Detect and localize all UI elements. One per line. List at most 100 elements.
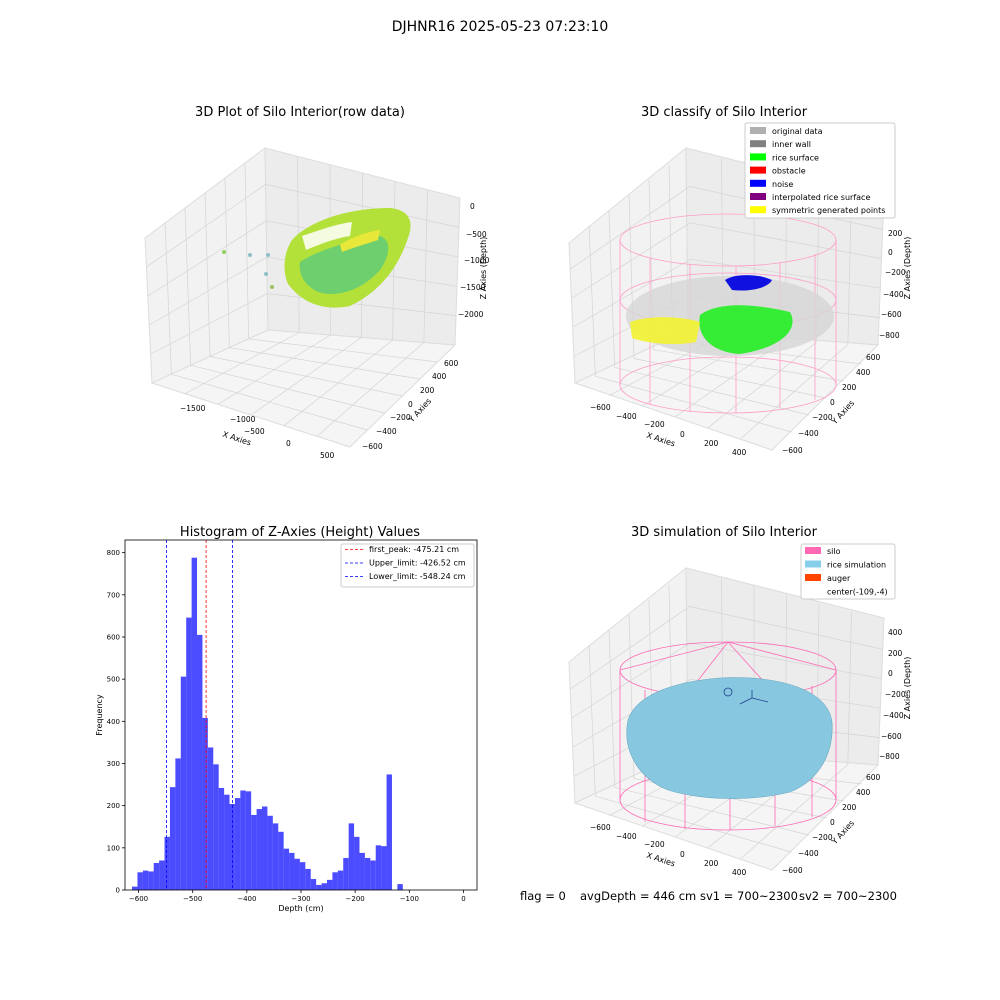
histogram-bar bbox=[251, 814, 257, 890]
raw-outlier bbox=[266, 253, 270, 257]
histogram-bar bbox=[359, 852, 365, 890]
raw-y-tick: 600 bbox=[444, 359, 459, 368]
histogram-bar bbox=[159, 860, 165, 890]
simulation-legend-box bbox=[800, 543, 896, 600]
gridline bbox=[740, 344, 849, 439]
simulation-y-tick: −400 bbox=[798, 849, 819, 858]
legend-swatch bbox=[750, 140, 766, 148]
raw-outlier bbox=[222, 250, 226, 254]
simulation-x-axis-label: X Axies bbox=[645, 851, 676, 869]
histogram-y-tick-label: 500 bbox=[107, 676, 120, 684]
histogram-x-tick-label: −200 bbox=[346, 895, 365, 903]
histogram-bar bbox=[256, 809, 263, 890]
simulation-z-tick: 200 bbox=[888, 649, 903, 658]
simulation-z-tick: 0 bbox=[888, 669, 893, 678]
raw-z-tick: −500 bbox=[466, 230, 487, 239]
classify-z-axis-label: Z Axies (Depth) bbox=[903, 237, 912, 300]
classify-z-ticks: 200 0 −200 −400 −600 −800 bbox=[879, 229, 906, 340]
classify-y-tick: −400 bbox=[798, 429, 819, 438]
legend-label: original data bbox=[772, 127, 823, 136]
histogram-bar bbox=[207, 747, 214, 890]
histogram-bar bbox=[354, 836, 360, 890]
simulation-y-tick: 200 bbox=[842, 803, 857, 812]
histogram-y-tick-label: 400 bbox=[107, 718, 120, 726]
classify-point-cloud bbox=[626, 275, 834, 356]
raw-panel-title: 3D Plot of Silo Interior(row data) bbox=[195, 105, 405, 120]
histogram-bar bbox=[332, 872, 338, 890]
gridline bbox=[423, 189, 428, 343]
legend-swatch bbox=[750, 153, 766, 161]
simulation-rice-surface bbox=[626, 677, 833, 799]
legend-label: obstacle bbox=[772, 167, 806, 176]
histogram-bar bbox=[164, 836, 170, 890]
raw-x-tick: −1500 bbox=[180, 404, 206, 413]
simulation-y-tick: 0 bbox=[830, 818, 835, 827]
raw-x-tick: −500 bbox=[244, 427, 265, 436]
simulation-z-tick: −800 bbox=[879, 752, 900, 761]
legend-swatch bbox=[750, 179, 766, 187]
simulation-z-tick: 400 bbox=[888, 628, 903, 637]
classify-panel-title: 3D classify of Silo Interior bbox=[641, 105, 808, 120]
simulation-x-tick: −200 bbox=[644, 840, 665, 849]
histogram-bar bbox=[213, 764, 219, 890]
classify-y-ticks: 600 400 200 0 −200 −400 −600 bbox=[782, 353, 881, 455]
gridline bbox=[244, 162, 250, 339]
histogram-y-axis-label: Frequency bbox=[95, 694, 104, 736]
histogram-bar bbox=[142, 870, 149, 890]
histogram-bar bbox=[278, 831, 284, 890]
raw-outlier bbox=[264, 272, 268, 276]
classify-y-tick: 400 bbox=[856, 368, 871, 377]
gridline bbox=[267, 293, 457, 316]
histogram-bar bbox=[202, 717, 208, 890]
legend-swatch bbox=[805, 560, 821, 568]
histogram-legend: first_peak: -475.21 cm Upper_limit: -426.… bbox=[340, 543, 475, 588]
classify-z-tick: −600 bbox=[881, 310, 902, 319]
classify-3d-panel: 3D classify of Silo Interior origi bbox=[568, 105, 912, 457]
histogram-bar bbox=[218, 787, 225, 890]
histogram-bar bbox=[337, 870, 344, 890]
classify-x-tick: −200 bbox=[644, 420, 665, 429]
simulation-legend: silo rice simulation auger center(-109,-4) bbox=[800, 543, 896, 600]
classify-x-ticks: −600 −400 −200 0 200 400 bbox=[590, 403, 747, 457]
histogram-x-tick-label: −400 bbox=[237, 895, 256, 903]
histogram-y-tick-label: 100 bbox=[107, 844, 120, 852]
histogram-bar bbox=[245, 791, 252, 890]
classify-noise-points bbox=[725, 275, 772, 291]
histogram-bar bbox=[137, 872, 143, 890]
classify-legend: original data inner wall rice surface obsta… bbox=[744, 122, 896, 219]
raw-data-3d-panel: 3D Plot of Silo Interior(row data) −1500… bbox=[144, 105, 490, 460]
gridline bbox=[690, 258, 882, 289]
histogram-bar bbox=[240, 790, 246, 890]
histogram-y-tick-label: 800 bbox=[107, 549, 120, 557]
gridline bbox=[690, 222, 883, 260]
legend-swatch bbox=[805, 547, 821, 554]
histogram-bar bbox=[234, 798, 241, 890]
histogram-y-tick-label: 0 bbox=[116, 887, 120, 895]
histogram-reference-lines bbox=[166, 540, 233, 890]
histogram-bar bbox=[175, 758, 181, 890]
simulation-x-tick: 0 bbox=[680, 850, 685, 859]
gridline bbox=[573, 258, 691, 328]
raw-y-tick: −200 bbox=[390, 413, 411, 422]
legend-swatch bbox=[750, 193, 766, 200]
raw-x-tick: 0 bbox=[286, 439, 291, 448]
legend-label: noise bbox=[772, 180, 793, 189]
raw-y-tick: −400 bbox=[376, 427, 397, 436]
raw-point-cloud bbox=[222, 208, 411, 308]
gridline bbox=[571, 642, 691, 719]
gridline bbox=[265, 184, 460, 228]
simulation-y-tick: −600 bbox=[782, 866, 803, 875]
classify-x-tick: 200 bbox=[704, 439, 719, 448]
histogram-bar bbox=[310, 879, 317, 890]
histogram-bar bbox=[180, 676, 187, 890]
legend-swatch bbox=[750, 166, 766, 174]
histogram-bar bbox=[299, 862, 306, 890]
simulation-3d-panel: 3D simulation of Silo Interior bbox=[568, 525, 912, 877]
raw-y-tick: 0 bbox=[408, 400, 413, 409]
legend-label: rice surface bbox=[772, 153, 819, 162]
histogram-x-axis-label: Depth (cm) bbox=[278, 904, 323, 913]
simulation-y-tick: 400 bbox=[856, 788, 871, 797]
histogram-bar bbox=[186, 617, 192, 890]
classify-z-tick: −200 bbox=[885, 268, 906, 277]
